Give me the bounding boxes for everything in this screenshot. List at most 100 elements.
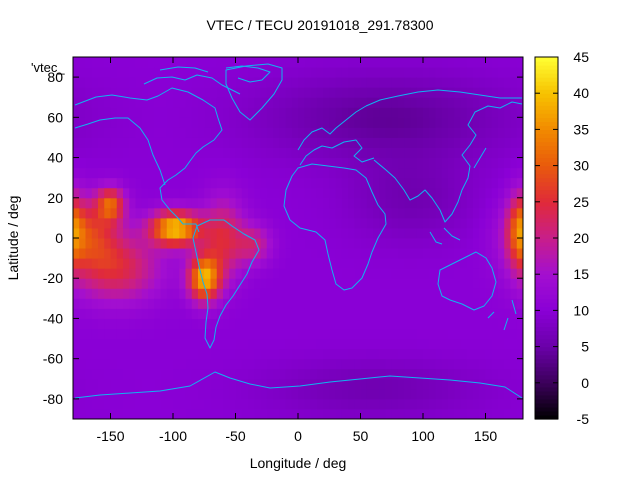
heat-cell (104, 298, 111, 309)
heat-cell (198, 328, 205, 340)
heat-cell (135, 217, 143, 229)
heat-cell (304, 288, 311, 299)
heat-cell (391, 408, 399, 419)
heat-cell (304, 358, 311, 370)
heat-cell (435, 167, 443, 179)
heat-cell (223, 398, 230, 410)
heat-cell (323, 207, 330, 219)
heat-cell (85, 288, 93, 299)
heat-cell (341, 268, 349, 279)
heat-cell (135, 87, 143, 98)
heat-cell (73, 388, 80, 400)
colorbar-segment (535, 374, 558, 380)
heat-cell (141, 258, 149, 269)
heat-cell (148, 127, 155, 138)
heat-cell (304, 318, 311, 329)
colorbar-segment (535, 334, 558, 340)
heat-cell (98, 298, 105, 309)
heat-cell (354, 318, 361, 329)
heat-cell (429, 157, 436, 169)
heat-cell (504, 87, 511, 98)
heat-cell (273, 398, 280, 410)
heat-cell (235, 67, 243, 78)
heat-cell (316, 107, 324, 118)
heat-cell (73, 268, 80, 279)
heat-cell (404, 318, 411, 329)
heat-cell (416, 348, 424, 360)
heat-cell (391, 97, 399, 108)
heat-cell (404, 67, 411, 78)
colorbar-segment (535, 402, 558, 408)
heat-cell (510, 177, 518, 189)
heat-cell (435, 87, 443, 98)
heat-cell (360, 117, 368, 128)
heat-cell (435, 288, 443, 299)
heat-cell (379, 308, 386, 319)
heat-cell (404, 217, 411, 229)
heat-cell (466, 368, 474, 380)
heat-cell (360, 298, 368, 309)
heat-cell (404, 77, 411, 88)
heat-cell (110, 147, 118, 159)
heat-cell (429, 187, 436, 199)
heat-cell (98, 207, 105, 219)
heat-cell (98, 408, 105, 419)
heat-cell (148, 67, 155, 78)
heat-cell (148, 97, 155, 108)
heat-cell (298, 258, 305, 269)
heat-cell (135, 358, 143, 370)
heat-cell (448, 288, 455, 299)
heat-cell (479, 167, 486, 179)
heat-cell (223, 308, 230, 319)
heat-cell (216, 167, 224, 179)
heat-cell (279, 57, 286, 68)
heat-cell (116, 258, 124, 269)
heat-cell (110, 338, 118, 350)
heat-cell (416, 77, 424, 88)
heat-cell (179, 248, 186, 259)
heat-cell (291, 388, 299, 400)
heat-cell (454, 348, 461, 360)
heat-cell (179, 127, 186, 138)
heat-cell (204, 268, 211, 279)
heat-cell (341, 318, 349, 329)
heat-cell (73, 217, 80, 229)
heat-cell (360, 238, 368, 249)
heat-cell (210, 117, 218, 128)
heat-cell (85, 167, 93, 179)
heat-cell (123, 127, 130, 138)
heat-cell (360, 308, 368, 319)
heat-cell (160, 388, 168, 400)
x-tick-label: 0 (294, 428, 302, 444)
heat-cell (329, 248, 336, 259)
coastlines (74, 63, 523, 399)
heat-cell (116, 378, 124, 390)
heat-cell (160, 77, 168, 88)
heat-cell (141, 238, 149, 249)
heat-cell (110, 167, 118, 179)
heat-cell (223, 97, 230, 108)
heat-cell (85, 328, 93, 340)
heat-cell (91, 117, 99, 128)
heat-cell (235, 57, 243, 68)
heat-cell (198, 117, 205, 128)
heat-cell (241, 67, 249, 78)
heat-cell (310, 278, 318, 289)
heat-cell (135, 378, 143, 390)
heat-cell (435, 318, 443, 329)
heat-cell (98, 147, 105, 159)
heat-cell (448, 268, 455, 279)
heat-cell (441, 318, 449, 329)
heat-cell (116, 87, 124, 98)
heat-cell (173, 268, 180, 279)
heat-cell (85, 248, 93, 259)
coastline-south-america (192, 219, 260, 349)
heat-cell (173, 258, 180, 269)
heat-cell (310, 137, 318, 148)
heat-cell (241, 97, 249, 108)
heat-cell (160, 117, 168, 128)
heat-cell (223, 378, 230, 390)
heat-cell (404, 87, 411, 98)
heat-cell (91, 378, 99, 390)
heat-cell (229, 97, 236, 108)
